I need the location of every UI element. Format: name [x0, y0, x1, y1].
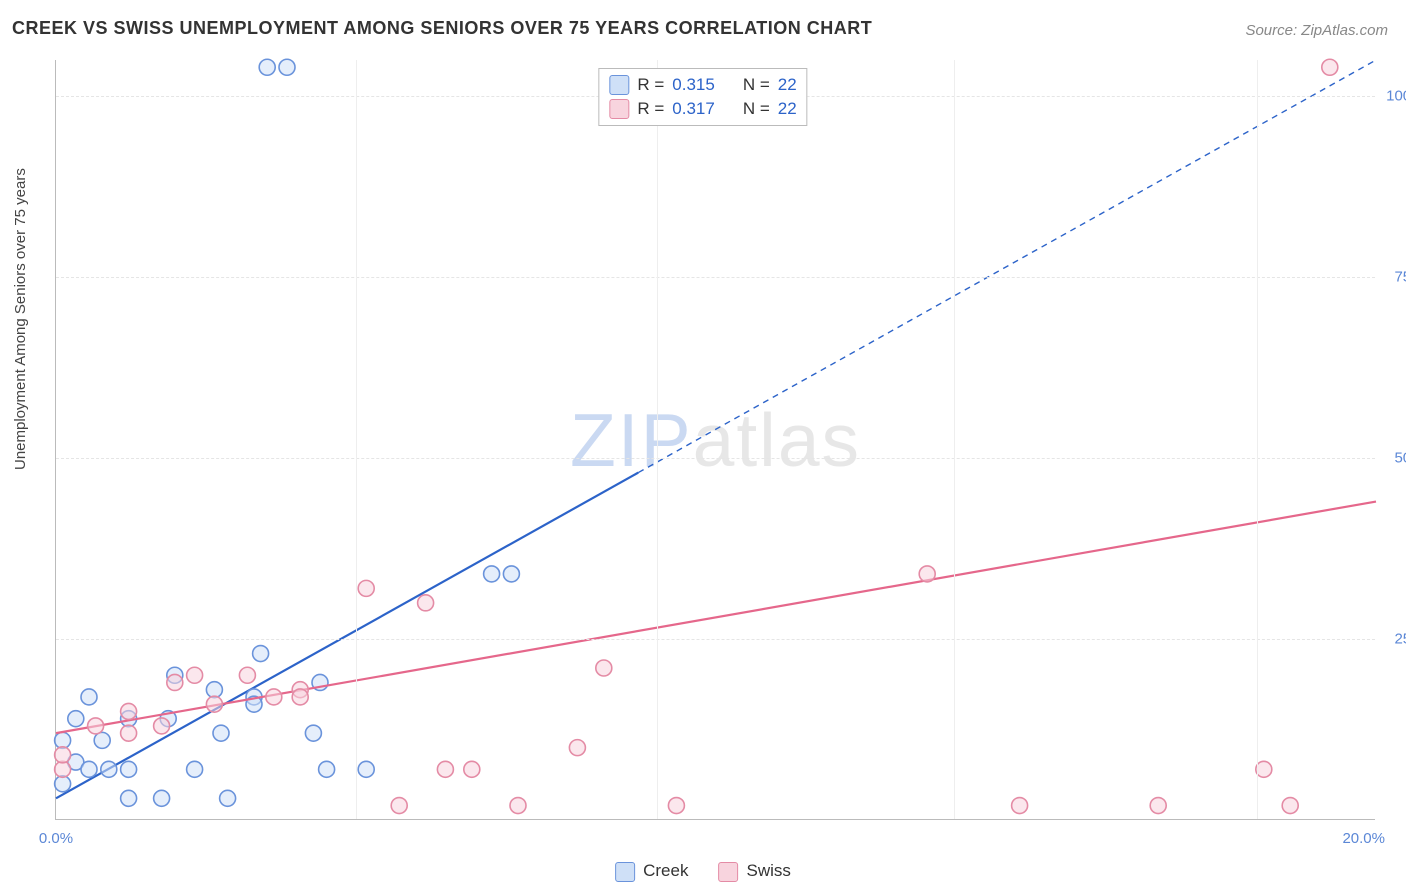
- trendline-creek: [56, 473, 638, 799]
- point-creek: [68, 711, 84, 727]
- point-creek: [279, 59, 295, 75]
- legend-n-value: 22: [778, 99, 797, 119]
- y-tick-label: 100.0%: [1386, 88, 1406, 105]
- point-creek: [358, 761, 374, 777]
- point-swiss: [919, 566, 935, 582]
- legend-swatch: [609, 99, 629, 119]
- point-creek: [503, 566, 519, 582]
- point-swiss: [121, 725, 137, 741]
- y-tick-label: 75.0%: [1394, 269, 1406, 286]
- point-swiss: [1256, 761, 1272, 777]
- point-swiss: [154, 718, 170, 734]
- point-creek: [55, 776, 71, 792]
- legend-r-value: 0.317: [672, 99, 715, 119]
- point-creek: [484, 566, 500, 582]
- plot-area: ZIPatlas 25.0%50.0%75.0%100.0%0.0%20.0%: [55, 60, 1375, 820]
- point-swiss: [418, 595, 434, 611]
- point-swiss: [1322, 59, 1338, 75]
- point-swiss: [510, 798, 526, 814]
- gridline-h: [56, 277, 1375, 278]
- y-tick-label: 25.0%: [1394, 631, 1406, 648]
- legend-r-label: R =: [637, 99, 664, 119]
- point-creek: [121, 761, 137, 777]
- legend-n-label: N =: [743, 75, 770, 95]
- gridline-v: [356, 60, 357, 819]
- point-creek: [94, 732, 110, 748]
- legend-label: Creek: [643, 861, 688, 880]
- legend-bottom: Creek Swiss: [615, 861, 791, 882]
- legend-n-value: 22: [778, 75, 797, 95]
- point-swiss: [596, 660, 612, 676]
- point-swiss: [437, 761, 453, 777]
- point-swiss: [187, 667, 203, 683]
- gridline-v: [657, 60, 658, 819]
- gridline-v: [954, 60, 955, 819]
- point-creek: [55, 732, 71, 748]
- point-creek: [121, 790, 137, 806]
- x-tick-label: 20.0%: [1342, 830, 1385, 847]
- legend-top-row: R = 0.315 N = 22: [609, 73, 796, 97]
- point-swiss: [206, 696, 222, 712]
- legend-label: Swiss: [746, 861, 790, 880]
- legend-swatch: [615, 862, 635, 882]
- point-swiss: [121, 703, 137, 719]
- point-swiss: [266, 689, 282, 705]
- point-swiss: [1012, 798, 1028, 814]
- point-swiss: [55, 747, 71, 763]
- x-tick-label: 0.0%: [39, 830, 73, 847]
- point-creek: [319, 761, 335, 777]
- trendline-swiss: [56, 502, 1376, 734]
- point-swiss: [391, 798, 407, 814]
- y-tick-label: 50.0%: [1394, 450, 1406, 467]
- point-swiss: [88, 718, 104, 734]
- gridline-v: [1257, 60, 1258, 819]
- legend-r-value: 0.315: [672, 75, 715, 95]
- legend-swatch: [609, 75, 629, 95]
- gridline-h: [56, 458, 1375, 459]
- point-creek: [187, 761, 203, 777]
- point-creek: [253, 646, 269, 662]
- source-label: Source: ZipAtlas.com: [1245, 22, 1388, 39]
- legend-bottom-item: Creek: [615, 861, 688, 882]
- point-creek: [206, 682, 222, 698]
- legend-top: R = 0.315 N = 22 R = 0.317 N = 22: [598, 68, 807, 126]
- point-creek: [220, 790, 236, 806]
- legend-r-label: R =: [637, 75, 664, 95]
- point-swiss: [1150, 798, 1166, 814]
- point-creek: [259, 59, 275, 75]
- point-swiss: [668, 798, 684, 814]
- plot-svg: [56, 60, 1375, 819]
- point-swiss: [292, 689, 308, 705]
- point-creek: [81, 761, 97, 777]
- point-swiss: [358, 580, 374, 596]
- y-axis-label: Unemployment Among Seniors over 75 years: [12, 168, 29, 470]
- chart-title: CREEK VS SWISS UNEMPLOYMENT AMONG SENIOR…: [12, 18, 872, 39]
- point-swiss: [239, 667, 255, 683]
- point-swiss: [1282, 798, 1298, 814]
- gridline-h: [56, 639, 1375, 640]
- point-swiss: [167, 674, 183, 690]
- legend-bottom-item: Swiss: [718, 861, 790, 882]
- point-creek: [101, 761, 117, 777]
- point-swiss: [464, 761, 480, 777]
- point-creek: [213, 725, 229, 741]
- point-creek: [81, 689, 97, 705]
- legend-top-row: R = 0.317 N = 22: [609, 97, 796, 121]
- point-swiss: [55, 761, 71, 777]
- point-creek: [305, 725, 321, 741]
- point-swiss: [569, 740, 585, 756]
- point-creek: [154, 790, 170, 806]
- legend-swatch: [718, 862, 738, 882]
- legend-n-label: N =: [743, 99, 770, 119]
